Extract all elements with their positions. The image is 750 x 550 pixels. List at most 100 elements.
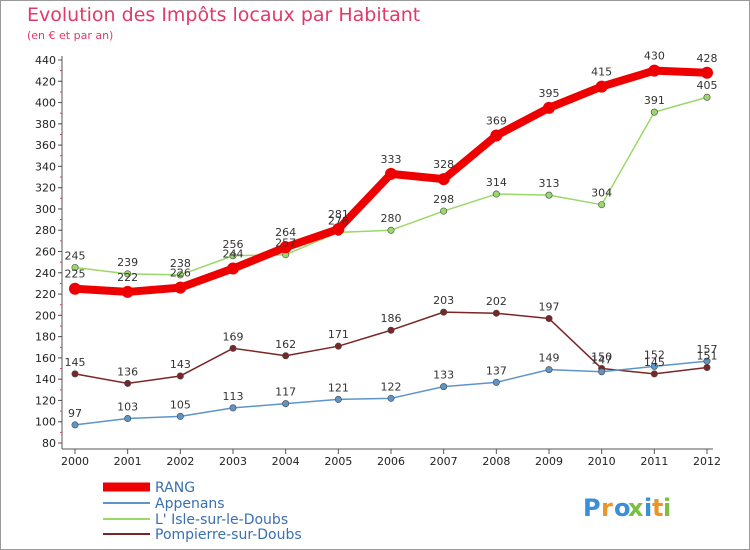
data-label: 122 [381,380,402,393]
y-tick-label: 120 [35,394,56,407]
data-label: 136 [117,365,138,378]
data-point [440,308,448,316]
x-tick-label: 2001 [114,455,142,468]
data-label: 391 [644,94,665,107]
data-label: 117 [275,386,296,399]
x-tick-label: 2007 [430,455,458,468]
y-tick-label: 100 [35,416,56,429]
data-label: 238 [170,257,191,270]
data-label: 147 [591,354,612,367]
data-label: 395 [539,87,560,100]
data-point [703,357,711,365]
data-label: 264 [275,226,296,239]
data-point [71,263,79,271]
data-point [703,93,711,101]
y-tick-label: 440 [35,54,56,67]
data-labels: 225 222 226 244 264 281 333 328 369 395 415 430 428 9… [65,50,718,420]
axes: 80 100 120 140 160 180 200 220 240 260 280 300 320 34… [35,54,721,468]
data-label: 328 [433,158,454,171]
y-tick-label: 260 [35,246,56,259]
brand-letter: i [663,494,671,522]
x-tick-label: 2000 [61,455,89,468]
data-point [385,167,397,180]
y-tick-label: 320 [35,182,56,195]
series-line [74,96,708,276]
data-label: 415 [591,66,612,79]
data-label: 186 [381,312,402,325]
brand-letter: o [614,494,631,522]
data-point [282,400,290,408]
data-label: 152 [644,348,665,361]
data-label: 428 [697,52,718,65]
data-label: 430 [644,50,665,63]
data-label: 203 [433,294,454,307]
data-point [229,252,237,260]
data-label: 298 [433,193,454,206]
data-point [229,404,237,412]
data-point [332,223,345,236]
data-label: 244 [223,248,244,261]
data-label: 281 [328,208,349,221]
data-point [176,372,184,380]
data-label: 226 [170,267,191,280]
data-point [648,64,661,77]
data-label: 333 [381,153,402,166]
data-point [492,378,500,386]
y-tick-label: 280 [35,224,56,237]
data-point [279,241,292,254]
legend-label: RANG [155,480,195,496]
brand-letter: t [652,494,663,522]
data-label: 304 [591,187,612,200]
y-tick-label: 200 [35,309,56,322]
series-lines [69,64,713,429]
data-label: 313 [539,177,560,190]
data-label: 225 [65,268,86,281]
data-label: 105 [170,398,191,411]
data-point [545,315,553,323]
data-point [650,370,658,378]
data-point [124,415,132,423]
data-point [598,201,606,209]
x-tick-label: 2011 [640,455,668,468]
data-label: 103 [117,401,138,414]
x-tick-label: 2006 [377,455,405,468]
data-point [387,394,395,402]
data-label: 314 [486,176,507,189]
data-point [545,366,553,374]
data-label: 245 [65,249,86,262]
data-label: 151 [697,349,718,362]
data-label: 137 [486,364,507,377]
data-label: 149 [539,352,560,365]
data-point [440,207,448,215]
data-label: 257 [275,237,296,250]
legend-label: Appenans [155,496,225,512]
data-point [176,271,184,279]
data-point [490,129,503,142]
x-tick-label: 2009 [535,455,563,468]
data-point [71,421,79,429]
data-point [545,191,553,199]
y-tick-label: 420 [35,75,56,88]
y-tick-label: 400 [35,97,56,110]
data-point [650,108,658,116]
y-tick-label: 340 [35,160,56,173]
data-point [440,383,448,391]
data-point [229,344,237,352]
x-tick-label: 2005 [324,455,352,468]
data-label: 197 [539,301,560,314]
data-point [492,190,500,198]
y-tick-label: 80 [42,437,56,450]
data-point [387,326,395,334]
data-point [174,281,187,294]
data-point [334,342,342,350]
data-point [387,226,395,234]
data-label: 162 [275,338,296,351]
data-label: 157 [697,343,718,356]
y-tick-label: 220 [35,288,56,301]
data-label: 121 [328,381,349,394]
x-tick-label: 2003 [219,455,247,468]
x-tick-label: 2010 [588,455,616,468]
x-tick-label: 2002 [166,455,194,468]
